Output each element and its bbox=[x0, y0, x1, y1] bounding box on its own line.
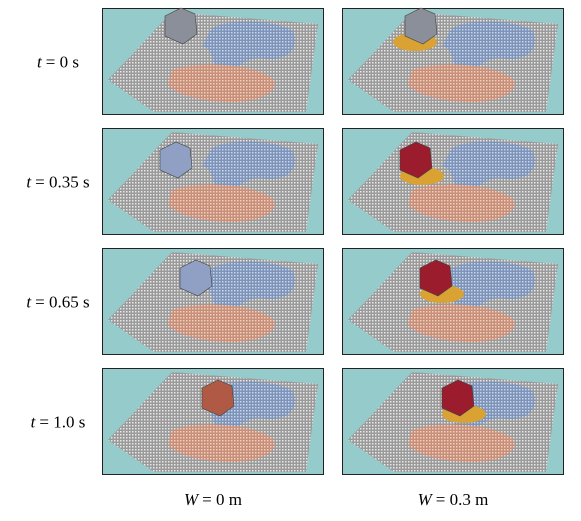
terrain-high bbox=[202, 261, 296, 312]
simulation-panel bbox=[342, 368, 564, 475]
sliding-block bbox=[399, 141, 433, 179]
sliding-block bbox=[164, 7, 198, 45]
terrain-low bbox=[168, 184, 275, 223]
label-variable: t bbox=[37, 53, 43, 72]
sliding-block bbox=[159, 141, 193, 179]
label-variable: W bbox=[418, 490, 434, 509]
label: t = 1.0 s bbox=[31, 413, 86, 432]
simulation-panel bbox=[102, 128, 324, 235]
label: t = 0.65 s bbox=[26, 293, 89, 312]
label-value: = 0.35 s bbox=[35, 173, 89, 192]
label-value: = 0 m bbox=[202, 490, 242, 509]
label-variable: t bbox=[31, 413, 37, 432]
terrain-high bbox=[202, 21, 296, 72]
terrain-low bbox=[408, 64, 515, 103]
sliding-block bbox=[404, 7, 438, 45]
terrain-low bbox=[168, 424, 275, 463]
sliding-block bbox=[201, 379, 235, 417]
terrain-high bbox=[442, 141, 536, 192]
terrain-high bbox=[442, 261, 536, 312]
terrain-low bbox=[408, 424, 515, 463]
label: t = 0 s bbox=[37, 53, 79, 72]
label: W = 0.3 m bbox=[418, 490, 489, 509]
terrain-high bbox=[202, 141, 296, 192]
sliding-block bbox=[179, 259, 213, 297]
label: t = 0.35 s bbox=[26, 173, 89, 192]
simulation-panel bbox=[342, 248, 564, 355]
simulation-panel bbox=[102, 248, 324, 355]
label-value: = 0.65 s bbox=[35, 293, 89, 312]
label-variable: t bbox=[26, 173, 32, 192]
label-variable: W bbox=[184, 490, 200, 509]
simulation-panel bbox=[102, 368, 324, 475]
simulation-panel bbox=[342, 7, 564, 115]
terrain-high bbox=[442, 21, 536, 72]
simulation-panel bbox=[102, 7, 324, 115]
label-value: = 0.3 m bbox=[436, 490, 489, 509]
terrain-low bbox=[168, 304, 275, 343]
label-value: = 0 s bbox=[46, 53, 79, 72]
sliding-block bbox=[441, 379, 475, 417]
sliding-block bbox=[419, 259, 453, 297]
terrain-low bbox=[168, 64, 275, 103]
terrain-low bbox=[408, 304, 515, 343]
label-variable: t bbox=[26, 293, 32, 312]
simulation-panel bbox=[342, 128, 564, 235]
label: W = 0 m bbox=[184, 490, 242, 509]
label-value: = 1.0 s bbox=[39, 413, 85, 432]
terrain-low bbox=[408, 184, 515, 223]
